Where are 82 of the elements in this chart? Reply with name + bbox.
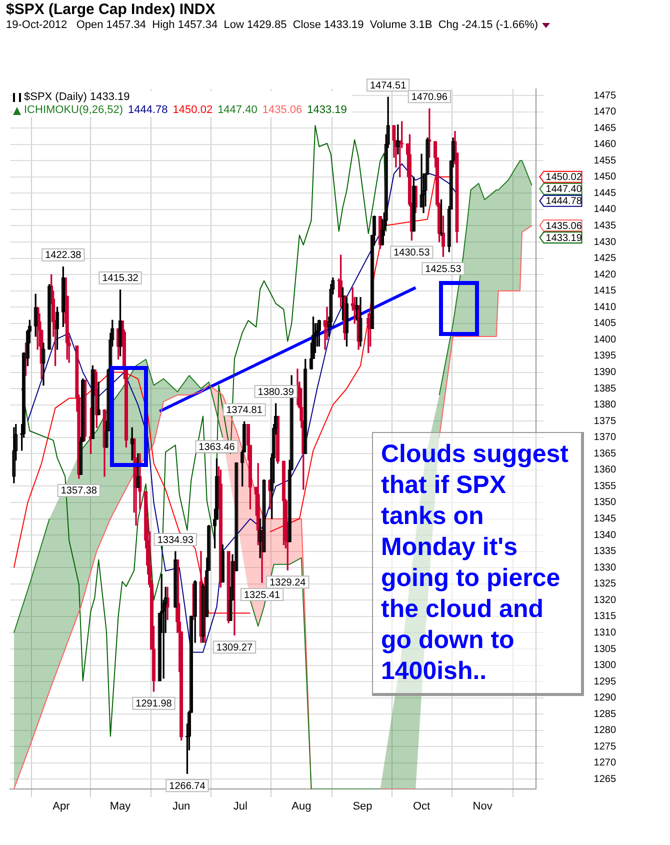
y-tick-label: 1420: [594, 269, 616, 280]
y-tick-label: 1280: [594, 725, 616, 736]
annotation: 1334.93: [157, 534, 194, 546]
series-label: 1435.06: [546, 220, 582, 232]
y-tick-label: 1275: [594, 741, 616, 752]
y-tick-label: 1445: [594, 188, 616, 199]
y-tick-label: 1450: [594, 172, 616, 183]
y-tick-label: 1310: [594, 627, 616, 638]
y-tick-label: 1410: [594, 302, 616, 313]
y-tick-label: 1405: [594, 318, 616, 330]
legend-label: $SPX (Daily) 1433.19: [24, 91, 130, 104]
y-tick-label: 1435: [594, 220, 616, 232]
text: 1444.78: [128, 104, 168, 116]
y-tick-label: 1365: [594, 448, 616, 460]
y-tick-label: 1440: [594, 204, 616, 216]
y-tick-label: 1360: [594, 464, 616, 476]
annotation: 1329.24: [270, 577, 306, 588]
y-tick-label: 1355: [594, 480, 616, 492]
y-tick-label: 1330: [594, 562, 616, 574]
x-tick-label: Nov: [472, 800, 493, 813]
annotation: Clouds suggest that if SPX tanks on Monday it's going to pierce the cloud and go down to 1400ish..: [372, 432, 584, 696]
y-tick-label: 1335: [594, 546, 616, 558]
x-tick-label: Aug: [292, 800, 312, 813]
series-label: 1433.19: [307, 104, 347, 117]
y-tick-label: 1300: [594, 660, 616, 672]
x-tick-label: Sep: [352, 800, 372, 813]
y-tick-label: 1350: [594, 497, 616, 508]
y-tick-label: 1395: [594, 350, 616, 362]
y-tick-label: 1390: [594, 367, 616, 378]
annotation: 1266.74: [169, 780, 206, 792]
annotation: 1363.46: [198, 442, 236, 453]
annotation: 1425.53: [425, 264, 462, 275]
y-tick-label: 1380: [594, 400, 616, 411]
annotation: 1380.39: [258, 386, 294, 398]
y-tick-label: 1290: [594, 692, 616, 704]
text: 1433.19: [546, 232, 582, 244]
series-label: 1447.40: [546, 184, 582, 196]
annotation: 1291.98: [136, 698, 172, 710]
y-tick-label: 1415: [594, 286, 616, 297]
y-tick-label: 1340: [594, 530, 616, 541]
annotation: 1374.81: [226, 404, 263, 416]
annotation: 1325.41: [244, 590, 281, 601]
annotation: 1357.38: [60, 486, 98, 497]
annotation: 1470.96: [411, 92, 448, 103]
x-tick-label: Oct: [412, 800, 430, 813]
y-tick-label: 1460: [594, 139, 616, 150]
y-tick-label: 1385: [594, 383, 616, 394]
x-tick-label: Apr: [52, 800, 70, 813]
y-tick-label: 1470: [594, 106, 616, 118]
annotation: 1474.51: [370, 80, 407, 92]
chart-title: $SPX (Large Cap Index) INDX: [6, 1, 216, 18]
text: 1435.06: [262, 104, 302, 116]
y-tick-label: 1285: [594, 708, 616, 720]
y-tick-label: 1375: [594, 416, 616, 427]
x-tick-label: Jul: [233, 800, 248, 813]
text: 1447.40: [218, 104, 258, 116]
x-tick-label: May: [110, 800, 132, 813]
annotation: ICHIMOKU(9,26,52): [24, 104, 124, 117]
annotation: 1422.38: [45, 250, 82, 262]
text: 1450.02: [172, 104, 213, 116]
y-tick-label: 1295: [594, 676, 616, 688]
annotation: 1430.53: [394, 248, 430, 259]
y-tick-label: 1345: [594, 514, 616, 525]
y-tick-label: 1455: [594, 155, 616, 166]
y-tick-label: 1400: [594, 334, 616, 346]
annotation: 1309.27: [216, 642, 253, 654]
y-tick-label: 1475: [594, 90, 616, 102]
y-tick-label: 1270: [594, 758, 616, 769]
annotation: 1415.32: [102, 273, 139, 284]
y-tick-label: 1315: [594, 611, 616, 622]
y-tick-label: 1325: [594, 578, 616, 590]
y-tick-label: 1370: [594, 432, 616, 444]
y-tick-label: 1320: [594, 594, 616, 606]
y-tick-label: 1430: [594, 236, 616, 248]
y-tick-label: 1425: [594, 253, 616, 264]
y-tick-label: 1465: [594, 122, 616, 134]
y-tick-label: 1305: [594, 644, 616, 655]
text: 1444.78: [546, 196, 582, 208]
text: 1450.02: [546, 172, 582, 184]
y-tick-label: 1265: [594, 774, 616, 785]
chart-subtitle: 19-Oct-2012 Open 1457.34 High 1457.34 Low 1429.85 Close 1433.19 Volume 3.1B Chg -24.15 (-1.66%): [6, 19, 538, 31]
x-tick-label: Jun: [172, 800, 190, 813]
